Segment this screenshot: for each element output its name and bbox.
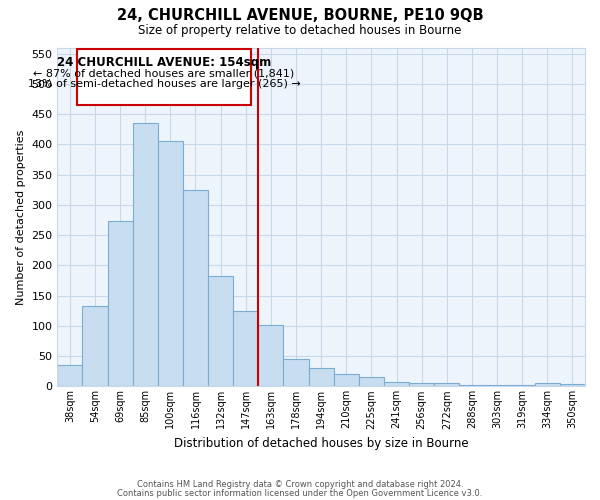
Bar: [409, 384, 434, 386]
Text: Size of property relative to detached houses in Bourne: Size of property relative to detached ho…: [139, 24, 461, 37]
Y-axis label: Number of detached properties: Number of detached properties: [16, 130, 26, 304]
Text: 13% of semi-detached houses are larger (265) →: 13% of semi-detached houses are larger (…: [28, 79, 301, 89]
Bar: [183, 190, 208, 386]
Bar: [359, 378, 384, 386]
X-axis label: Distribution of detached houses by size in Bourne: Distribution of detached houses by size …: [174, 437, 469, 450]
Bar: [560, 384, 585, 386]
Bar: [57, 365, 82, 386]
Bar: [283, 358, 308, 386]
Bar: [384, 382, 409, 386]
Bar: [158, 142, 183, 386]
Text: ← 87% of detached houses are smaller (1,841): ← 87% of detached houses are smaller (1,…: [34, 68, 295, 78]
FancyBboxPatch shape: [77, 48, 251, 105]
Bar: [308, 368, 334, 386]
Text: 24, CHURCHILL AVENUE, BOURNE, PE10 9QB: 24, CHURCHILL AVENUE, BOURNE, PE10 9QB: [116, 8, 484, 22]
Bar: [107, 221, 133, 386]
Text: 24 CHURCHILL AVENUE: 154sqm: 24 CHURCHILL AVENUE: 154sqm: [57, 56, 271, 69]
Bar: [509, 385, 535, 386]
Bar: [82, 306, 107, 386]
Bar: [233, 310, 259, 386]
Bar: [259, 326, 283, 386]
Bar: [208, 276, 233, 386]
Bar: [535, 384, 560, 386]
Bar: [334, 374, 359, 386]
Text: Contains public sector information licensed under the Open Government Licence v3: Contains public sector information licen…: [118, 488, 482, 498]
Bar: [484, 385, 509, 386]
Text: Contains HM Land Registry data © Crown copyright and database right 2024.: Contains HM Land Registry data © Crown c…: [137, 480, 463, 489]
Bar: [133, 123, 158, 386]
Bar: [434, 384, 460, 386]
Bar: [460, 384, 484, 386]
